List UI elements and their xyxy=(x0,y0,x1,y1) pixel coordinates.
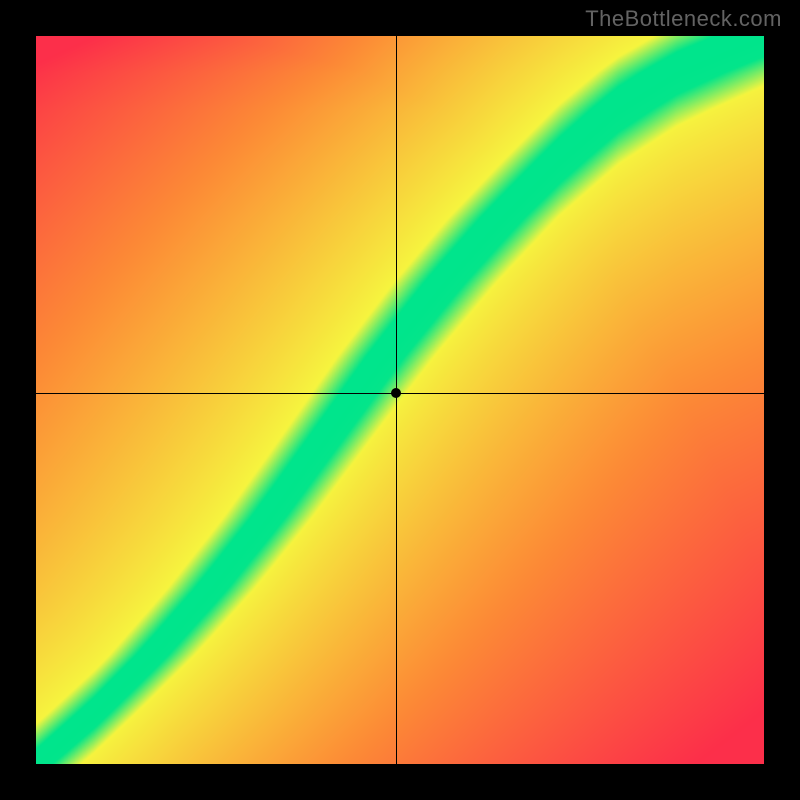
data-point xyxy=(391,388,401,398)
heatmap-canvas xyxy=(36,36,764,764)
chart-container: TheBottleneck.com xyxy=(0,0,800,800)
plot-area xyxy=(36,36,764,764)
crosshair-vertical xyxy=(396,36,397,764)
watermark-text: TheBottleneck.com xyxy=(585,6,782,32)
